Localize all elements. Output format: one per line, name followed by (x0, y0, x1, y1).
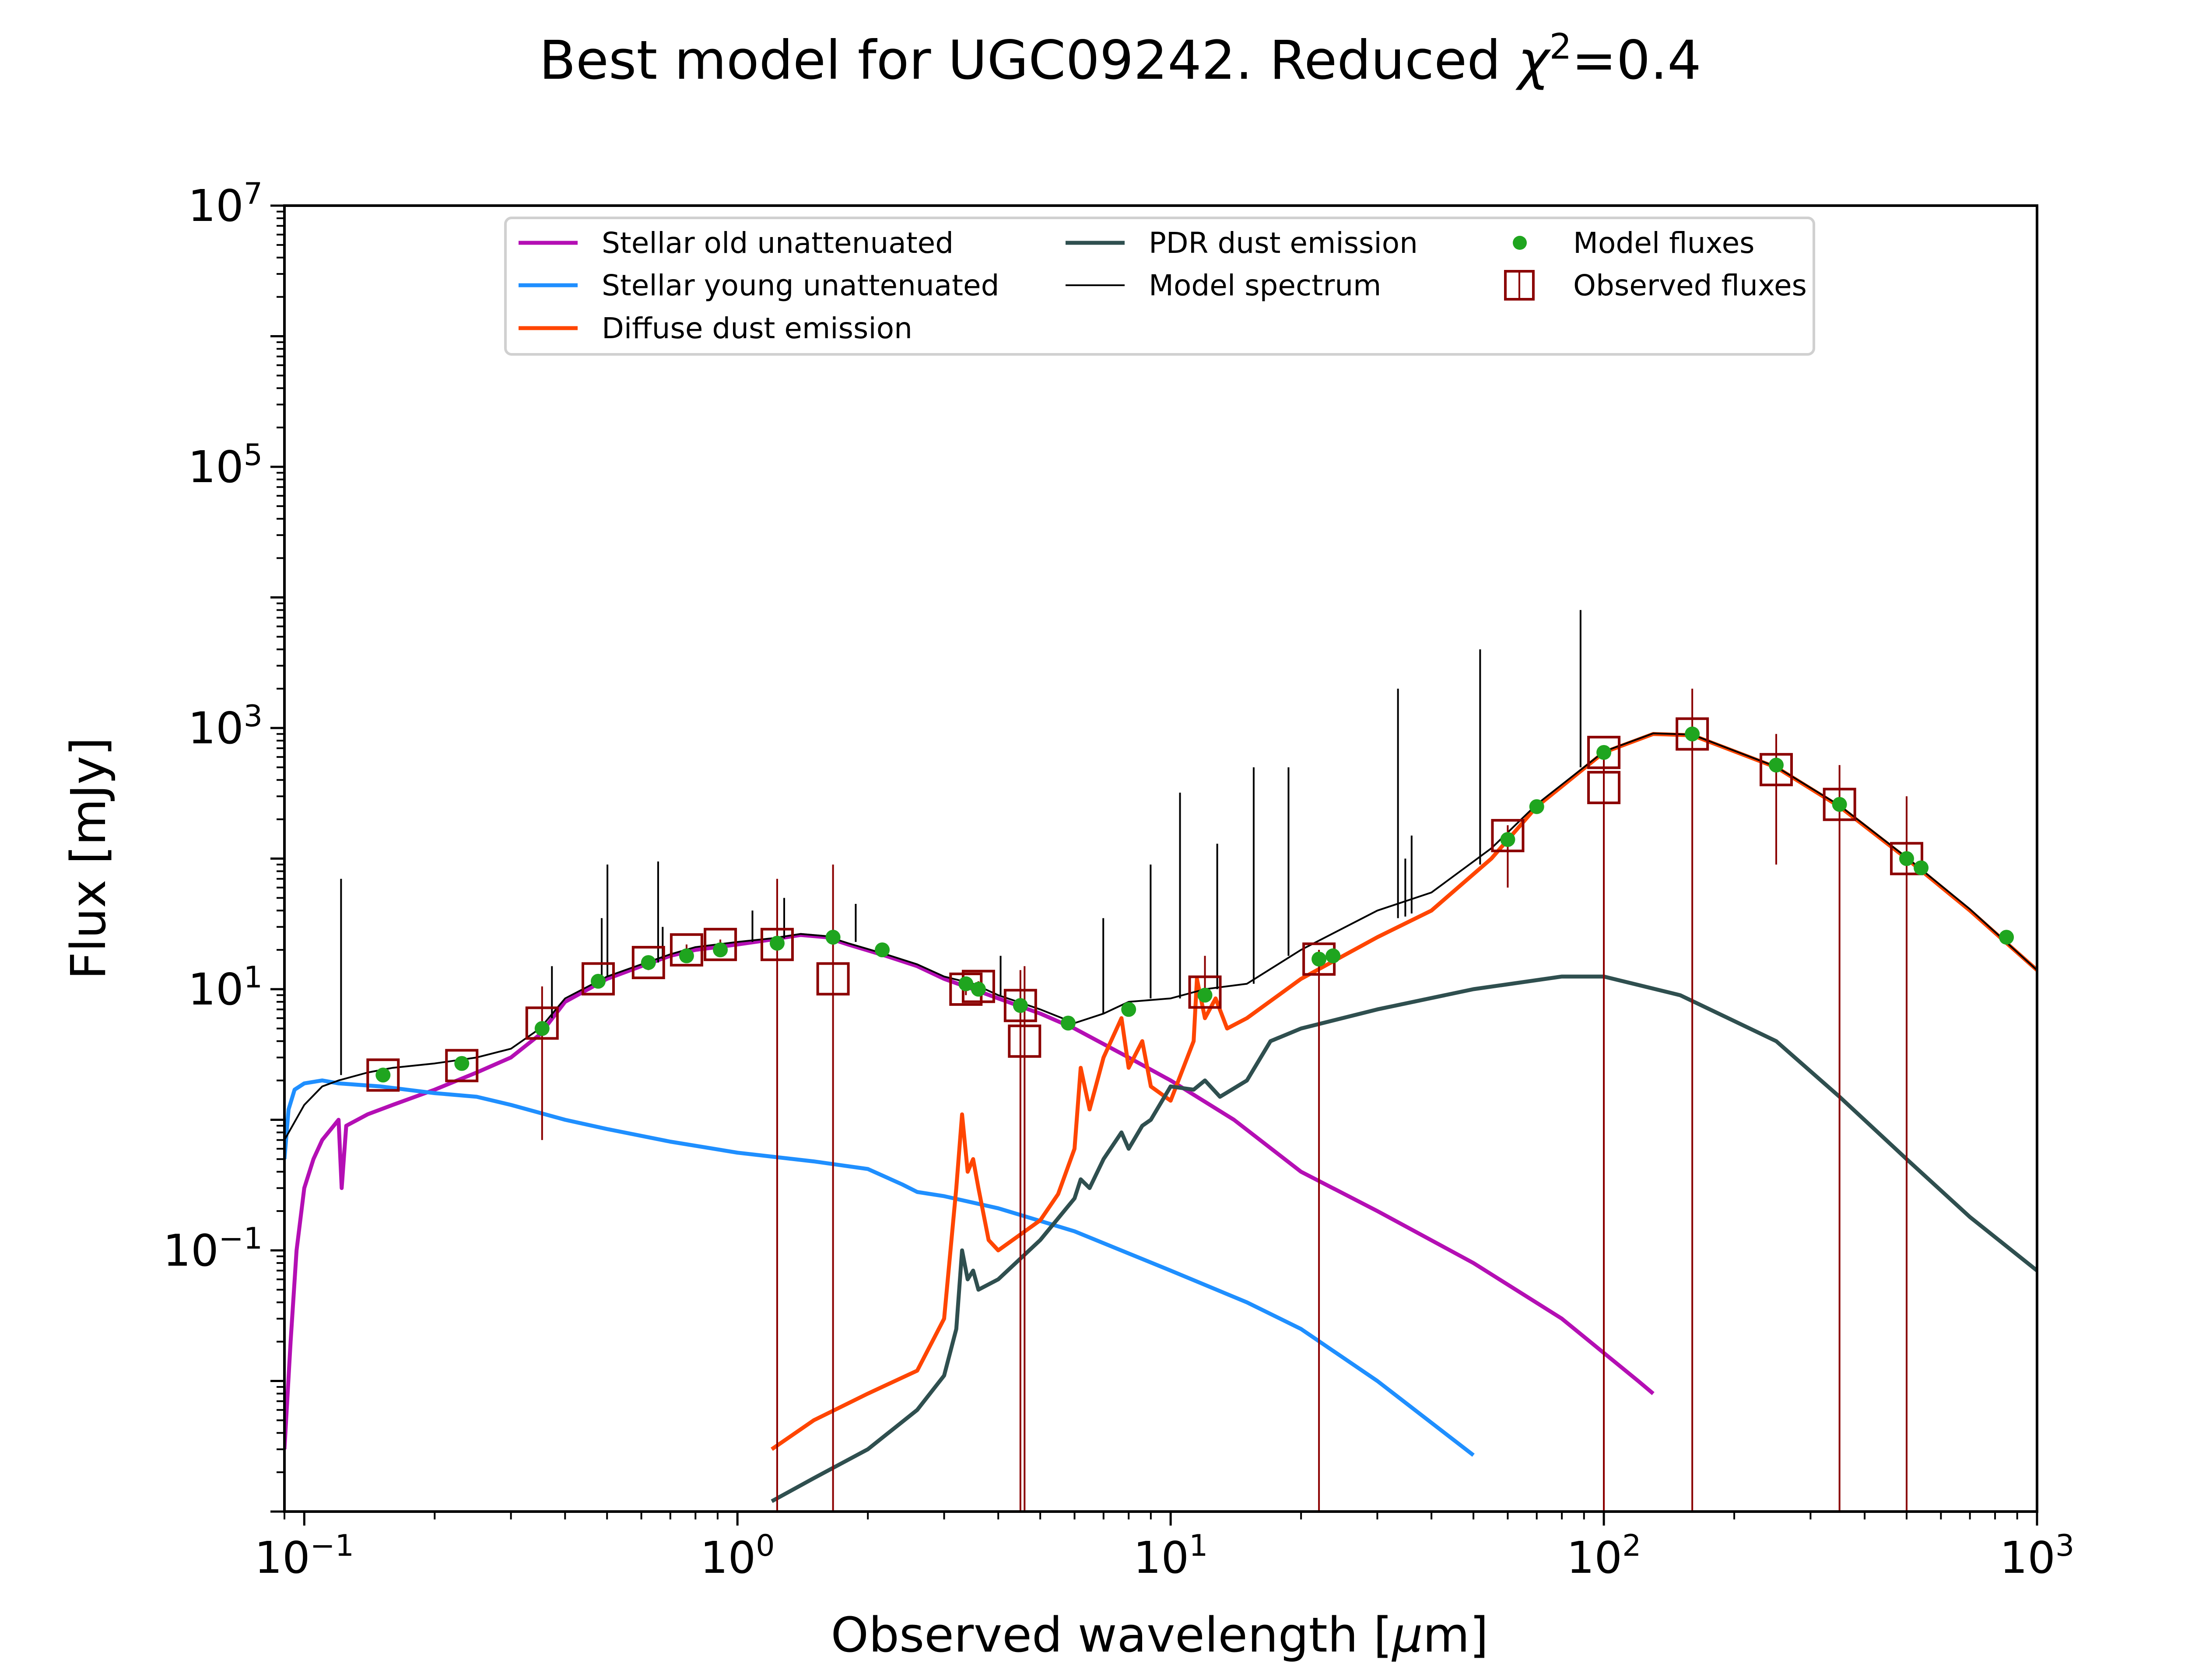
observed-flux-marker (1188, 975, 1222, 1009)
observed-flux-marker (1003, 989, 1037, 1022)
model-flux-point (769, 935, 785, 951)
observed-flux-marker (366, 1058, 400, 1092)
model-flux-point (375, 1068, 391, 1083)
y-tick-label: 105 (188, 438, 263, 493)
error-bars (382, 689, 1908, 1512)
legend-label: Stellar old unattenuated (602, 226, 954, 260)
model-flux-point (1596, 745, 1612, 760)
model-flux-point (534, 1021, 550, 1036)
observed-flux-marker (704, 928, 737, 961)
legend-label: Diffuse dust emission (602, 312, 912, 345)
legend-label: Model spectrum (1149, 269, 1381, 302)
observed-flux-marker (1587, 771, 1621, 805)
legend-label: Observed fluxes (1573, 269, 1807, 302)
x-axis-label: Observed wavelength [μm] (831, 1607, 1489, 1663)
observed-flux-marker (631, 946, 665, 980)
observed-flux-marker (1760, 753, 1793, 787)
chart-title: Best model for UGC09242. Reduced χ2=0.4 (539, 26, 1701, 92)
model-flux-point (971, 982, 986, 997)
model-flux-point (1013, 998, 1028, 1013)
legend-entry-observed-fluxes: Observed fluxes (1504, 269, 1807, 302)
x-tick-label: 10−1 (255, 1529, 354, 1584)
series-line-pdr-dust-emission (771, 974, 2037, 1503)
model-flux-point (1999, 930, 2014, 945)
model-flux-point (1121, 1002, 1136, 1017)
legend-entry-pdr-dust-emission: PDR dust emission (1066, 226, 1418, 260)
plot-frame (283, 204, 2038, 1513)
observed-flux-marker (670, 933, 703, 967)
x-tick-label: 100 (700, 1529, 775, 1584)
model-flux-point (875, 942, 890, 958)
model-flux-point (679, 948, 694, 963)
model-flux-point (641, 955, 656, 970)
legend-entry-stellar-young-unattenuated: Stellar young unattenuated (519, 269, 999, 302)
y-axis: 10−1 101 103 105 107 (163, 177, 284, 1513)
model-flux-point (1311, 952, 1327, 967)
legend: Stellar old unattenuated Stellar young un… (504, 217, 1815, 356)
observed-flux-marker (1823, 788, 1856, 821)
legend-label: PDR dust emission (1149, 226, 1418, 260)
series-line-diffuse-dust-emission (771, 732, 2037, 1451)
observed-flux-marker (816, 962, 850, 996)
y-axis-label: Flux [mJy] (60, 737, 116, 980)
observed-flux-marker (445, 1049, 479, 1082)
x-tick-label: 101 (1133, 1529, 1208, 1584)
legend-swatch (1513, 236, 1527, 250)
legend-label: Stellar young unattenuated (602, 269, 999, 302)
series-line-model-spectrum (284, 732, 2037, 1141)
model-flux-point (1529, 799, 1544, 814)
model-flux-point (1500, 832, 1515, 847)
model-flux-point (1685, 726, 1700, 742)
observed-flux-marker (760, 928, 794, 961)
series-line-stellar-young-unattenuated (284, 1078, 1475, 1457)
legend-entry-diffuse-dust-emission: Diffuse dust emission (519, 312, 912, 345)
x-tick-label: 103 (2000, 1529, 2075, 1584)
x-axis: 10−1 100 101 102 103 (255, 1512, 2075, 1584)
model-flux-point (1060, 1015, 1076, 1031)
model-flux-point (590, 973, 606, 989)
model-flux-point (1832, 797, 1847, 812)
x-tick-label: 102 (1567, 1529, 1641, 1584)
observed-flux-marker (1491, 819, 1525, 852)
legend-entry-stellar-old-unattenuated: Stellar old unattenuated (519, 226, 954, 260)
series-layer (284, 610, 2037, 1503)
series-line-stellar-old-unattenuated (284, 933, 1655, 1449)
observed-flux-marker (1890, 842, 1924, 875)
model-flux-point (1769, 757, 1784, 773)
observed-flux-markers (366, 717, 1924, 1092)
model-flux-point (454, 1056, 470, 1071)
legend-box (504, 217, 1815, 356)
observed-flux-marker (1008, 1024, 1041, 1058)
y-tick-label: 107 (188, 177, 263, 232)
model-flux-point (1325, 948, 1341, 963)
model-flux-point (713, 942, 728, 958)
legend-entry-model-spectrum: Model spectrum (1066, 269, 1381, 302)
model-flux-point (958, 976, 974, 991)
y-tick-label: 103 (188, 699, 263, 754)
model-flux-markers (375, 726, 2014, 1083)
observed-flux-marker (1676, 717, 1709, 751)
y-tick-label: 101 (188, 960, 263, 1015)
model-flux-point (1914, 860, 1929, 875)
observed-flux-marker (525, 1006, 559, 1040)
legend-entry-model-fluxes: Model fluxes (1513, 226, 1755, 260)
observed-flux-marker (1587, 735, 1621, 769)
model-flux-point (1899, 851, 1914, 866)
y-tick-label: 10−1 (163, 1222, 263, 1277)
model-flux-point (1197, 987, 1213, 1003)
observed-flux-marker (581, 962, 615, 996)
model-flux-point (825, 930, 841, 945)
legend-label: Model fluxes (1573, 226, 1755, 260)
